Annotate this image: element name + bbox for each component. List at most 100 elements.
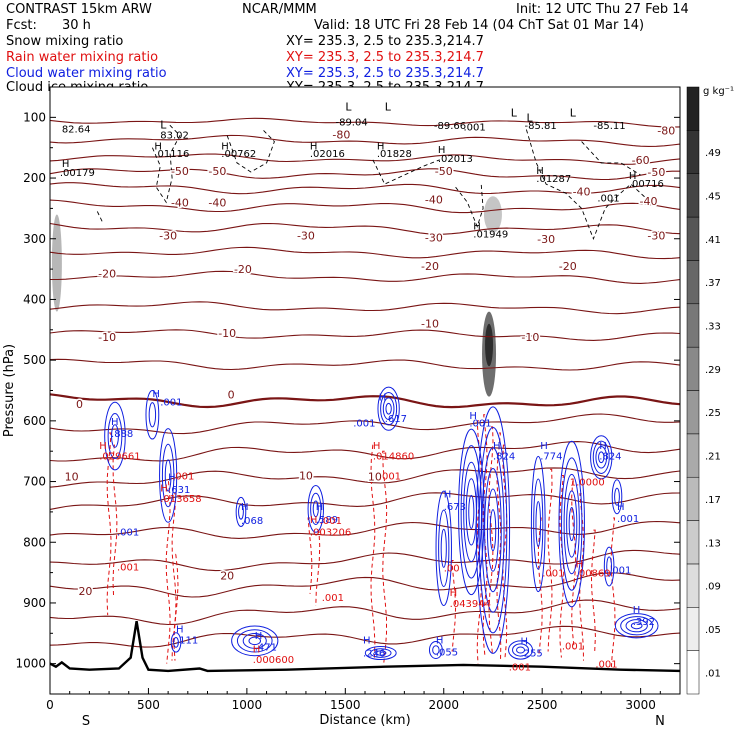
rain-label-14: .000600	[253, 655, 294, 666]
cloud-water-contour-13-0	[606, 556, 613, 577]
rain-high-marker-0: H	[99, 441, 107, 452]
cloud-water-label-4: .589	[316, 515, 338, 526]
colorbar-label-9: .37	[705, 278, 721, 289]
rain-label-13: .001	[322, 593, 344, 604]
rain-label-0: .029661	[99, 451, 140, 462]
cloud-water-contour-17-1	[428, 640, 443, 659]
cloud-water-contour-10-2	[563, 473, 580, 575]
cloud-water-contour-15-1	[170, 632, 182, 653]
cloud-water-contour-12-0	[614, 487, 620, 506]
cloud-water-label-18: .055	[436, 648, 458, 659]
snow-contour-0	[151, 123, 181, 204]
y-tick-label-7: 800	[23, 535, 46, 549]
snow-contour-1	[226, 129, 275, 173]
y-tick-label-6: 700	[23, 475, 46, 489]
snow-high-marker-3: H	[310, 141, 318, 152]
cloud-water-contour-4-2	[307, 484, 324, 533]
cloud-water-contour-14-1	[242, 632, 267, 649]
snow-shade-left	[51, 214, 62, 312]
snow-low-marker-1: L	[385, 100, 392, 113]
cloud-water-high-marker-5: H	[379, 393, 387, 404]
snow-label-14: .001	[597, 193, 619, 204]
cloud-water-contour-2-0	[164, 459, 172, 492]
cloud-water-contour-10-3	[561, 457, 583, 591]
terrain-line	[49, 621, 681, 673]
cloud-water-high-marker-7: H	[493, 441, 501, 452]
field-snow-name: Snow mixing ratio	[6, 34, 124, 49]
cloud-water-contour-16-0	[375, 650, 387, 656]
x-tick-label-1: 500	[137, 698, 160, 712]
cloud-water-label-8: .824	[493, 451, 515, 462]
cloud-water-high-marker-6: H	[469, 411, 477, 422]
cloud-water-contour-14-0	[248, 636, 262, 646]
isotherm-zero	[49, 393, 681, 409]
isotherm-line-15	[49, 467, 681, 488]
snow-label-9: .02016	[310, 149, 345, 160]
isotherm-label-17: -20	[98, 267, 116, 280]
rain-contour-16	[547, 468, 553, 652]
colorbar-segment-9	[686, 260, 700, 305]
colorbar-segment-1	[686, 607, 700, 651]
isotherm-label-12: -30	[159, 230, 177, 243]
snow-label-13: .01287	[536, 174, 571, 185]
isotherm-label-10: -40	[573, 185, 591, 198]
snow-shade-upper	[483, 196, 502, 233]
snow-contour-6	[96, 211, 104, 224]
isotherm-label-31: 20	[220, 570, 234, 583]
cloud-water-label-7: .001	[469, 419, 491, 430]
snow-label-16: .01949	[473, 229, 508, 240]
colorbar-segment-4	[686, 476, 700, 521]
isotherm-line-7	[49, 246, 681, 260]
cloud-water-contour-7-3	[481, 447, 505, 613]
cloud-water-high-marker-4: H	[316, 502, 324, 513]
cloud-water-contour-12-1	[611, 479, 623, 515]
isotherm-line-14	[49, 441, 681, 462]
cloud-water-contour-14-3	[231, 625, 279, 657]
colorbar-label-0: .01	[705, 668, 721, 679]
forecast-hour: 30 h	[62, 18, 91, 33]
rain-contour-21	[610, 517, 616, 670]
rain-label-11: 1.0000	[570, 478, 605, 489]
cloud-water-contour-11-3	[590, 435, 613, 480]
cloud-water-contour-2-1	[161, 443, 175, 508]
cloud-water-contour-18-0	[516, 646, 526, 654]
snow-label-10: .01828	[377, 149, 412, 160]
cloud-water-high-marker-9: H	[540, 441, 548, 452]
isotherm-label-16: -30	[647, 230, 665, 243]
rain-high-marker-5: H	[576, 559, 584, 570]
rain-label-9: .001	[542, 569, 564, 580]
cloud-water-contour-8-0	[440, 528, 447, 568]
cloud-water-contour-18-2	[508, 640, 534, 660]
colorbar-segment-10	[686, 216, 700, 261]
rain-contour-8	[382, 450, 388, 664]
cloud-water-high-marker-11: H	[617, 502, 625, 513]
cloud-water-high-marker-0: H	[111, 417, 119, 428]
rain-high-marker-1: H	[160, 484, 168, 495]
isotherm-label-23: -10	[421, 318, 439, 331]
cloud-water-contour-19-2	[620, 616, 654, 636]
rain-high-marker-3: H	[373, 441, 381, 452]
rain-label-2: .001	[172, 471, 194, 482]
isotherm-label-25: 0	[76, 398, 83, 411]
cloud-water-contour-0-2	[104, 401, 126, 471]
forecast-label: Fcst:	[6, 18, 37, 33]
rain-label-8: .043944	[450, 599, 491, 610]
isotherm-line-13	[49, 413, 681, 435]
x-tick-label-6: 3000	[625, 698, 656, 712]
colorbar-label-6: .25	[705, 408, 721, 419]
y-tick-label-2: 300	[23, 232, 46, 246]
colorbar-label-7: .29	[705, 365, 721, 376]
cloud-water-contour-9-0	[535, 500, 542, 548]
isotherm-line-6	[49, 222, 681, 235]
snow-label-3: -89.66	[434, 121, 466, 132]
cloud-water-contour-10-1	[566, 490, 578, 558]
cloud-water-contour-16-2	[364, 646, 397, 661]
cloud-water-high-marker-16: H	[521, 637, 529, 648]
isotherm-label-29: 10	[368, 471, 382, 484]
colorbar-label-2: .09	[705, 582, 721, 593]
isotherm-label-24: -10	[521, 331, 539, 344]
rain-contour-12	[488, 426, 494, 655]
snow-label-0: 82.64	[62, 124, 91, 135]
x-tick-label-5: 2500	[527, 698, 558, 712]
rain-contour-2	[165, 481, 171, 664]
